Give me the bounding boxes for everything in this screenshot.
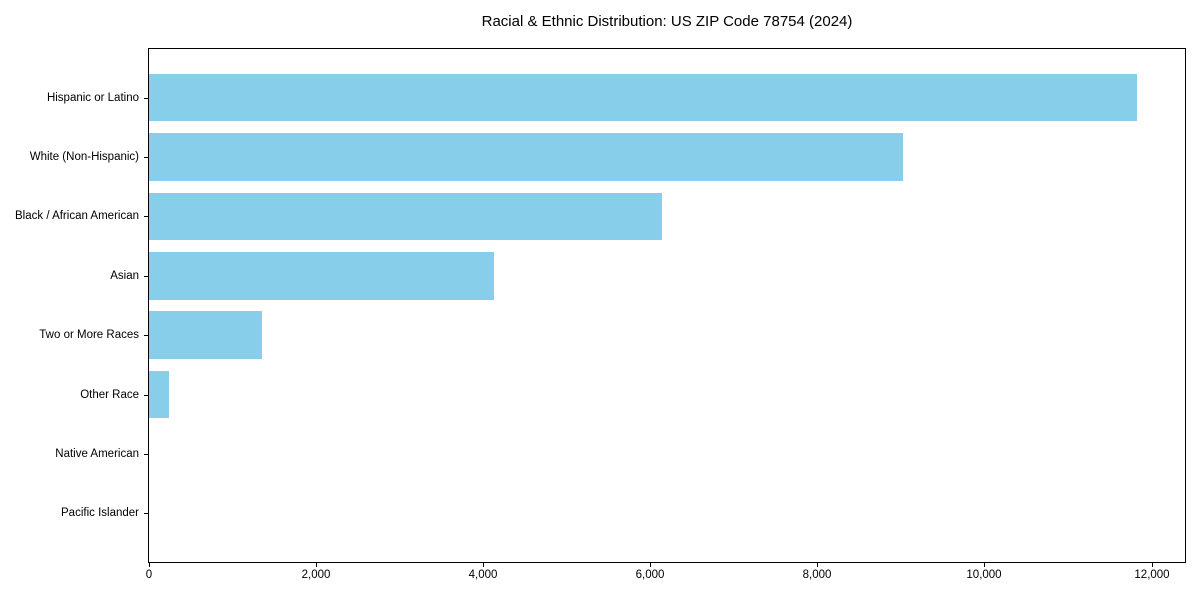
x-axis-tick-label-4000: 4,000 xyxy=(468,569,498,581)
bar-row-hispanic-or-latino xyxy=(149,68,1185,127)
bar-other-race xyxy=(149,370,170,419)
x-axis-tick-label-12000: 12,000 xyxy=(1134,569,1170,581)
y-axis-label-pacific-islander: Pacific Islander xyxy=(61,507,139,520)
bar-row-pacific-islander xyxy=(149,484,1185,543)
bars-container xyxy=(149,49,1185,562)
y-axis-label-two-or-more-races: Two or More Races xyxy=(39,329,139,342)
bar-two-or-more-races xyxy=(149,311,262,359)
bar-row-black-african-american xyxy=(149,187,1185,246)
y-axis-label-other-race: Other Race xyxy=(80,388,139,401)
x-axis-tick xyxy=(149,563,150,567)
x-axis-tick-label-10000: 10,000 xyxy=(966,569,1002,581)
x-axis-tick xyxy=(483,563,484,567)
x-axis-tick xyxy=(316,563,317,567)
x-axis-tick xyxy=(650,563,651,567)
x-axis-tick-label-6000: 6,000 xyxy=(635,569,665,581)
y-axis-label-hispanic-or-latino: Hispanic or Latino xyxy=(46,91,139,104)
bar-row-asian xyxy=(149,246,1185,305)
y-axis-tick xyxy=(144,276,148,277)
chart-title: Racial & Ethnic Distribution: US ZIP Cod… xyxy=(481,13,853,30)
bar-row-two-or-more-races xyxy=(149,306,1185,365)
x-axis-tick xyxy=(984,563,985,567)
x-axis-tick xyxy=(817,563,818,567)
plot-area xyxy=(148,48,1186,563)
y-axis-label-black-african-american: Black / African American xyxy=(15,210,139,223)
x-axis-tick xyxy=(1152,563,1153,567)
y-axis-tick xyxy=(144,395,148,396)
y-axis-tick xyxy=(144,513,148,514)
bar-row-white-non-hispanic xyxy=(149,127,1185,186)
y-axis-tick xyxy=(144,454,148,455)
x-axis-tick-label-0: 0 xyxy=(145,569,153,581)
y-axis-tick xyxy=(144,216,148,217)
y-axis-tick xyxy=(144,335,148,336)
bar-row-other-race xyxy=(149,365,1185,424)
x-axis-tick-label-2000: 2,000 xyxy=(301,569,331,581)
x-axis-tick-label-8000: 8,000 xyxy=(802,569,832,581)
y-axis-tick xyxy=(144,157,148,158)
bar-asian xyxy=(149,252,495,300)
y-axis-label-white-non-hispanic: White (Non-Hispanic) xyxy=(29,151,139,164)
bar-white-non-hispanic xyxy=(149,133,904,181)
bar-row-native-american xyxy=(149,424,1185,483)
y-axis-label-native-american: Native American xyxy=(55,447,139,460)
bar-black-african-american xyxy=(149,192,662,241)
y-axis-tick xyxy=(144,98,148,99)
bar-hispanic-or-latino xyxy=(149,73,1137,122)
y-axis-label-asian: Asian xyxy=(110,269,139,282)
